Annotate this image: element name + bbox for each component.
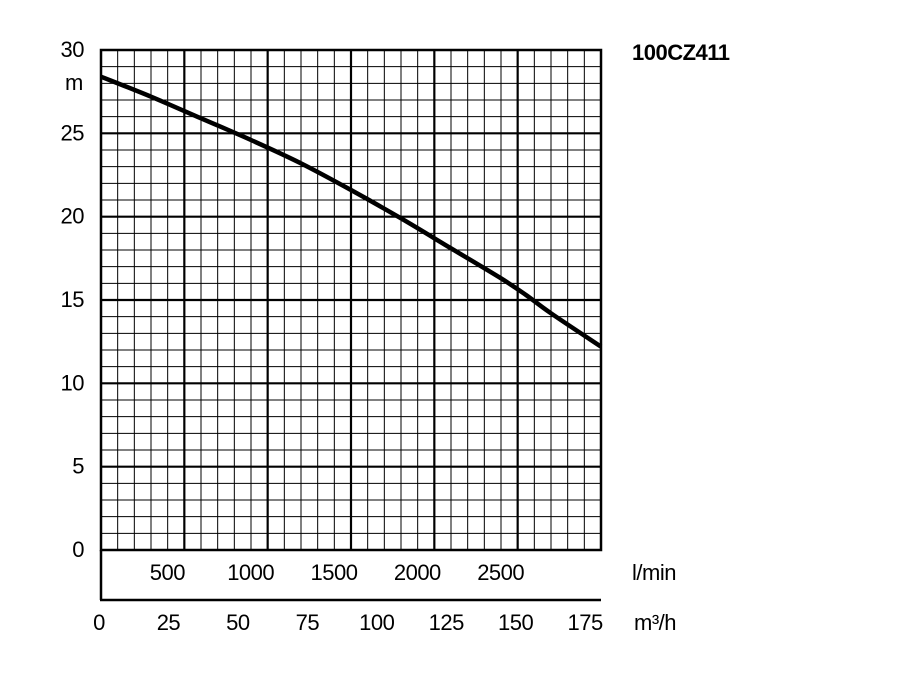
x-tick-label-lmin: 1000 <box>227 560 274 585</box>
x-tick-label-m3h: 150 <box>498 610 533 635</box>
x-axis-ticks-m3h: 0 25 50 75 100 125 150 175 <box>93 610 603 635</box>
y-tick-label: 30 <box>61 37 85 62</box>
major-grid <box>101 50 601 550</box>
x-tick-label-m3h: 125 <box>429 610 464 635</box>
x-tick-label-m3h: 75 <box>296 610 320 635</box>
x-tick-label-m3h: 50 <box>226 610 250 635</box>
x-tick-label-lmin: 2000 <box>394 560 441 585</box>
x-tick-label-lmin: 1500 <box>311 560 358 585</box>
y-tick-label: 10 <box>61 370 85 395</box>
x-axis-ticks-lmin: 500 1000 1500 2000 2500 <box>150 560 525 585</box>
x-axis-unit-label-lmin: l/min <box>632 560 676 585</box>
x-tick-label-m3h: 100 <box>359 610 394 635</box>
y-tick-label: 0 <box>72 537 84 562</box>
y-axis-ticks: 0 5 10 15 20 25 30 <box>61 37 85 562</box>
x-axis-unit-label-m3h: m³/h <box>634 610 676 635</box>
plot-border <box>99 48 603 552</box>
x-tick-label-m3h: 25 <box>157 610 181 635</box>
x-tick-label-lmin: 500 <box>150 560 185 585</box>
x-tick-label-m3h: 0 <box>93 610 105 635</box>
x-tick-label-m3h: 175 <box>568 610 603 635</box>
x-tick-label-lmin: 2500 <box>477 560 524 585</box>
chart-title: 100CZ411 <box>632 40 730 65</box>
chart-frame <box>99 48 603 602</box>
y-tick-label: 15 <box>61 287 85 312</box>
y-axis-unit-label: m <box>65 70 83 95</box>
y-tick-label: 5 <box>72 454 84 479</box>
y-tick-label: 20 <box>61 204 85 229</box>
series-layer <box>100 74 603 349</box>
head-curve-line <box>100 74 603 349</box>
y-tick-label: 25 <box>61 120 85 145</box>
